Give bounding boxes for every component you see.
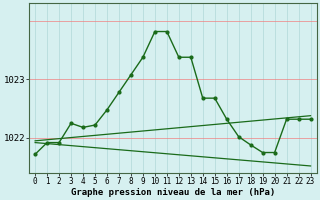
X-axis label: Graphe pression niveau de la mer (hPa): Graphe pression niveau de la mer (hPa) — [71, 188, 275, 197]
